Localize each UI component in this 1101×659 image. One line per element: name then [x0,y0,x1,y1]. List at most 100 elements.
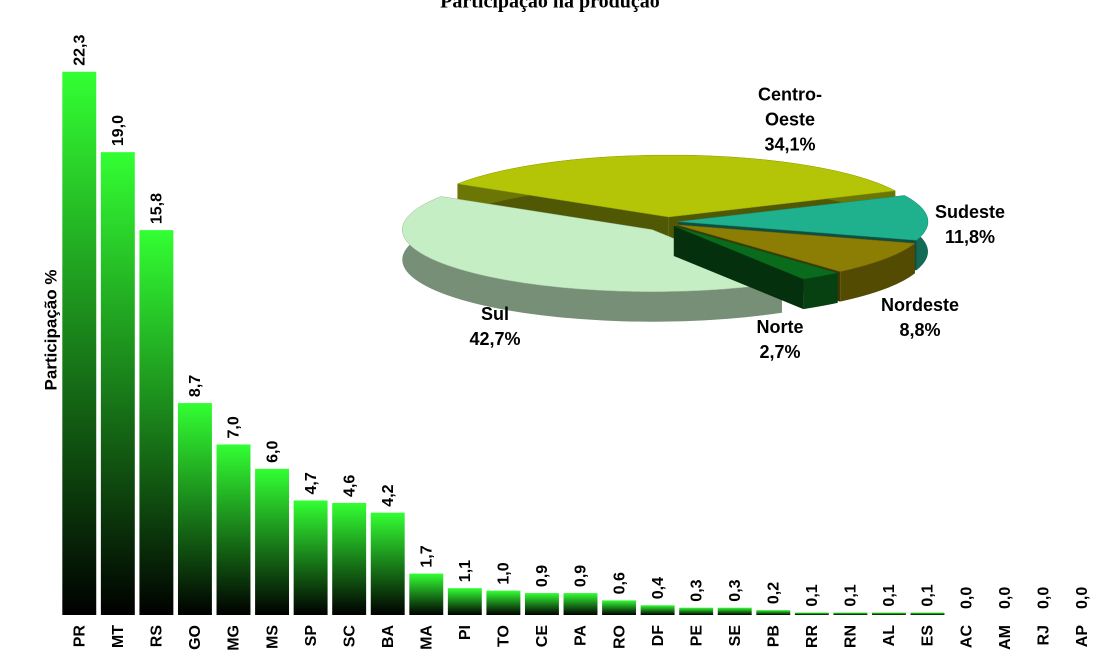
bar [717,607,752,615]
value-label: 0,1 [881,584,898,606]
bar [177,403,212,615]
pie-value-label: 8,8% [899,320,941,340]
value-label: 0,9 [573,565,590,587]
pie-category-label: Nordeste [880,295,960,315]
value-label: 1,0 [496,562,513,584]
x-tick-label: GO [187,625,204,650]
bar [216,444,251,615]
bar [794,612,829,615]
x-tick-label: PR [71,625,88,648]
value-label: 0,3 [688,579,705,601]
bar [602,600,637,615]
pie-side [673,226,804,310]
chart-title: Participação na produção [440,0,660,13]
pie-side [402,196,782,322]
x-tick-label: BA [380,625,397,649]
x-tick-label: PB [765,625,782,647]
x-tick-label: SP [303,625,320,647]
pie-slice [676,224,916,272]
x-tick-label: AP [1074,625,1091,648]
x-tick-label: DF [650,625,667,647]
value-label: 4,7 [303,472,320,494]
x-tick-label: MA [418,625,435,650]
value-label: 0,9 [534,565,551,587]
bar [486,590,521,615]
value-label: 7,0 [226,416,243,438]
pie-side [840,243,915,302]
x-tick-label: CE [534,625,551,648]
x-tick-label: PA [573,625,590,646]
pie-label: Centro-Oeste 34,1% [735,83,845,158]
pie-value-label: 11,8% [944,227,996,247]
value-label: 6,0 [264,440,281,462]
bar [524,593,559,615]
pie-label: Norte 2,7% [725,315,835,365]
value-label: 1,1 [457,560,474,582]
pie-label: Sudeste 11,8% [915,200,1025,250]
x-tick-label: TO [496,625,513,647]
bar [332,502,367,615]
pie-slice [456,154,897,218]
bar [756,610,791,615]
x-tick-label: PI [457,625,474,640]
value-label: 22,3 [71,35,88,66]
x-tick-label: RN [843,625,860,648]
x-tick-label: AM [997,625,1014,650]
bar [563,593,598,615]
pie-value-label: 2,7% [759,342,801,362]
pie-slice [677,195,929,241]
value-label: 0,1 [804,584,821,606]
x-tick-label: RJ [1035,625,1052,645]
bar [409,573,444,615]
value-label: 0,0 [1035,587,1052,609]
pie-value-label: 34,1% [764,134,816,155]
x-tick-label: AL [881,625,898,647]
bar [833,612,868,615]
value-label: 0,6 [611,572,628,594]
value-label: 0,1 [843,584,860,606]
pie-slice [402,196,783,292]
x-tick-label: ES [920,625,937,647]
value-label: 4,2 [380,484,397,506]
bar [910,612,945,615]
bar [871,612,906,615]
pie-slice-group [673,225,838,310]
value-label: 0,0 [1074,587,1091,609]
pie-category-label: Sul [480,304,509,324]
value-label: 0,3 [727,579,744,601]
y-axis-label: Participação % [41,270,60,391]
bar [679,607,714,615]
pie-category-label: Norte [756,317,804,337]
x-tick-label: PE [688,625,705,647]
x-tick-label: RO [611,625,628,649]
x-tick-label: SE [727,625,744,647]
pie-value-label: 42,7% [469,329,521,349]
bar [370,512,405,615]
bar [293,500,328,615]
value-label: 15,8 [149,193,166,224]
bar [62,71,97,616]
bar [255,468,290,615]
value-label: 0,2 [765,582,782,604]
value-label: 19,0 [110,115,127,146]
x-tick-label: RS [149,625,166,648]
pie-label: Sul 42,7% [440,302,550,352]
pie-label: Nordeste 8,8% [865,293,975,343]
x-tick-label: MS [264,625,281,649]
bar [640,605,675,615]
value-label: 4,6 [341,475,358,497]
value-label: 0,1 [920,584,937,606]
value-label: 0,0 [997,587,1014,609]
bar [100,152,135,615]
value-label: 1,7 [418,545,435,567]
pie-category-label: Centro-Oeste [758,84,822,130]
bar [139,230,174,615]
value-label: 0,4 [650,577,667,599]
x-tick-label: SC [341,625,358,648]
value-label: 0,0 [958,587,975,609]
pie-side [803,272,838,310]
x-tick-label: MG [226,625,243,651]
bar [447,588,482,615]
